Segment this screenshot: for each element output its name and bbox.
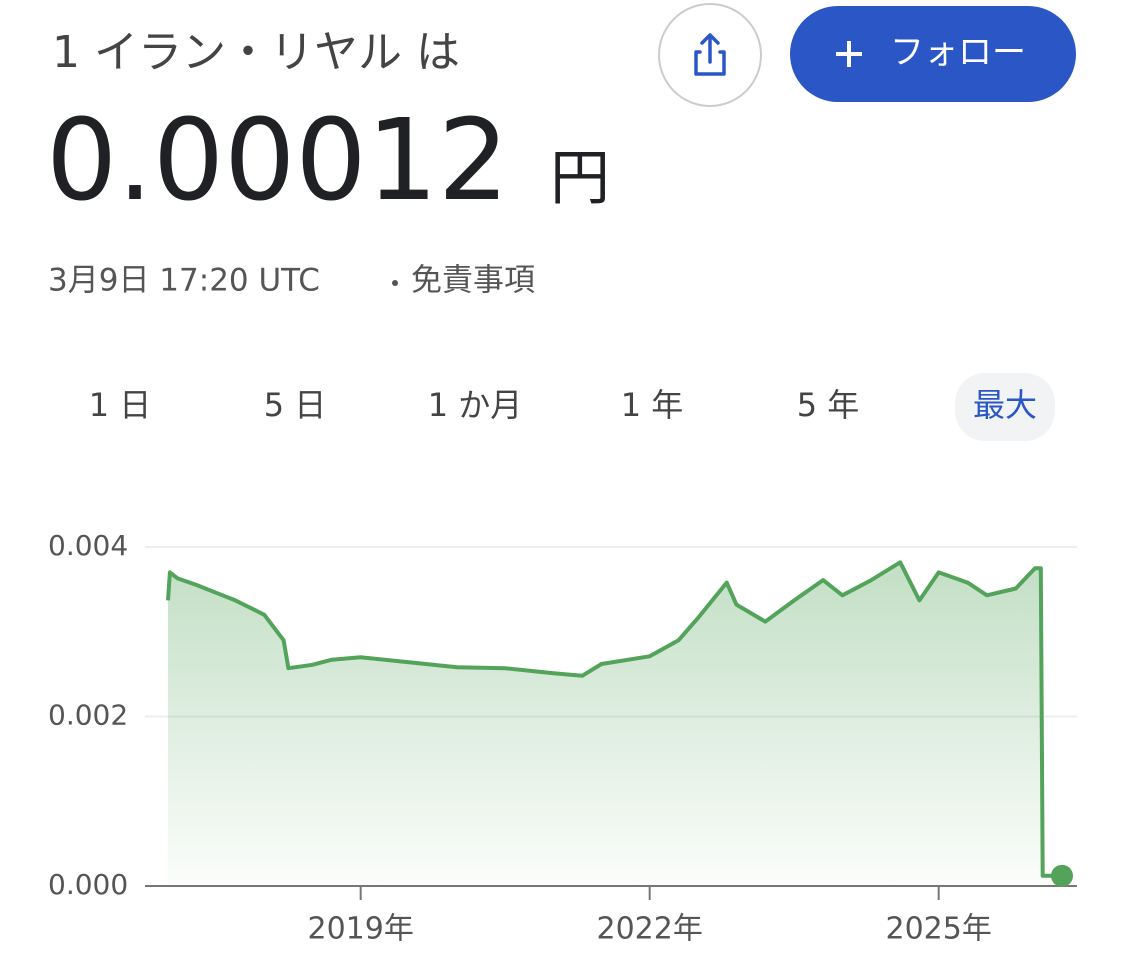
x-tick-label: 2022年	[597, 912, 703, 947]
y-tick-label: 0.000	[48, 868, 128, 901]
separator	[392, 280, 398, 286]
price: 0.00012	[46, 96, 509, 226]
follow-button[interactable]: フォロー	[790, 6, 1076, 102]
follow-label: フォロー	[890, 33, 1026, 73]
disclaimer[interactable]: 免責事項	[411, 263, 535, 299]
range-tab[interactable]: 1 日	[89, 386, 152, 424]
y-tick-label: 0.004	[48, 529, 128, 562]
range-tab[interactable]: 5 日	[264, 386, 327, 424]
plus-icon	[836, 41, 862, 67]
follow-bg	[790, 6, 1076, 102]
price-line	[166, 560, 1062, 878]
range-tab[interactable]: 1 年	[621, 386, 684, 424]
active-tab-bg	[955, 373, 1055, 441]
range-tab[interactable]: 最大	[973, 386, 1037, 424]
x-tick-label: 2019年	[307, 912, 413, 947]
last-point	[1051, 864, 1073, 887]
currency: 円	[550, 144, 610, 214]
range-tab[interactable]: 1 か月	[428, 386, 523, 424]
title: 1 イラン・リヤル は	[52, 27, 460, 78]
share-icon	[694, 33, 726, 76]
y-tick-label: 0.002	[48, 699, 128, 732]
timestamp: 3月9日 17:20 UTC	[48, 263, 320, 299]
x-tick-label: 2025年	[886, 912, 992, 947]
share-button[interactable]	[658, 3, 762, 107]
area	[168, 562, 1062, 886]
range-tab[interactable]: 5 年	[797, 386, 860, 424]
